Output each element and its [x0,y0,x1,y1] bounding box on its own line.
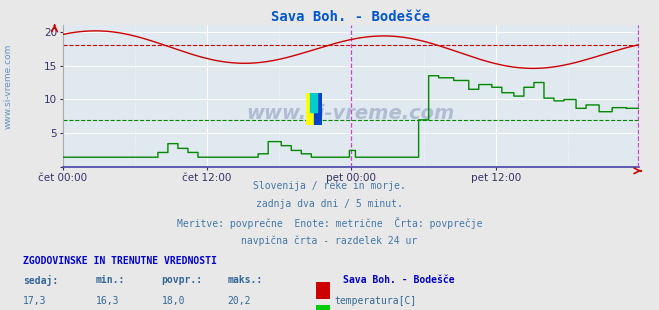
Text: 18,0: 18,0 [161,296,185,306]
Text: 17,3: 17,3 [23,296,47,306]
Text: maks.:: maks.: [227,275,262,285]
Text: sedaj:: sedaj: [23,275,58,286]
Text: www.si-vreme.com: www.si-vreme.com [246,104,455,123]
Text: www.si-vreme.com: www.si-vreme.com [3,44,13,130]
Text: ZGODOVINSKE IN TRENUTNE VREDNOSTI: ZGODOVINSKE IN TRENUTNE VREDNOSTI [23,256,217,266]
Text: temperatura[C]: temperatura[C] [335,296,417,306]
Text: 16,3: 16,3 [96,296,119,306]
Text: 20,2: 20,2 [227,296,251,306]
Title: Sava Boh. - Bodešče: Sava Boh. - Bodešče [272,10,430,24]
Text: navpična črta - razdelek 24 ur: navpična črta - razdelek 24 ur [241,235,418,246]
Text: Slovenija / reke in morje.: Slovenija / reke in morje. [253,181,406,191]
Text: zadnja dva dni / 5 minut.: zadnja dva dni / 5 minut. [256,199,403,209]
Text: Meritve: povprečne  Enote: metrične  Črta: povprečje: Meritve: povprečne Enote: metrične Črta:… [177,217,482,229]
Text: povpr.:: povpr.: [161,275,202,285]
Text: Sava Boh. - Bodešče: Sava Boh. - Bodešče [343,275,454,285]
Text: min.:: min.: [96,275,125,285]
